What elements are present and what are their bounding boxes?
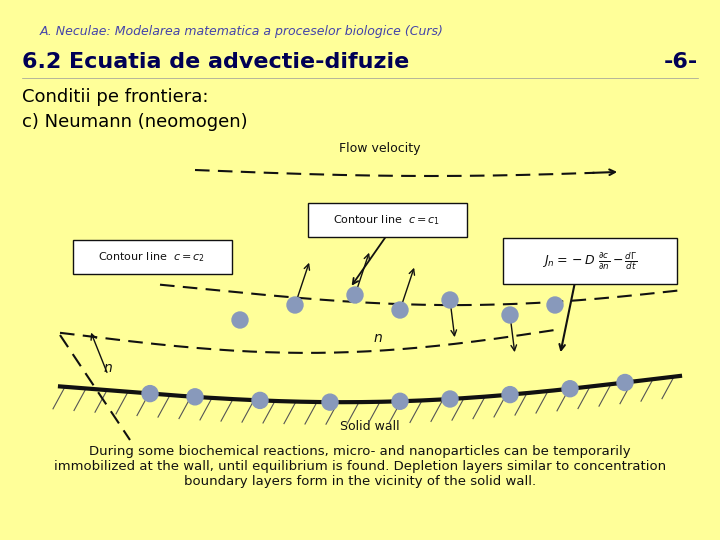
Circle shape: [232, 312, 248, 328]
Text: $J_n = -D\ \frac{\partial c}{\partial n} - \frac{d\Gamma}{dt}$: $J_n = -D\ \frac{\partial c}{\partial n}…: [542, 250, 638, 272]
Circle shape: [617, 375, 633, 390]
Circle shape: [562, 381, 578, 397]
Text: Contour line  $c = c_1$: Contour line $c = c_1$: [333, 213, 441, 227]
Text: During some biochemical reactions, micro- and nanoparticles can be temporarily
i: During some biochemical reactions, micro…: [54, 445, 666, 488]
Circle shape: [252, 393, 268, 408]
Text: 6.2 Ecuatia de advectie-difuzie: 6.2 Ecuatia de advectie-difuzie: [22, 52, 409, 72]
Circle shape: [502, 387, 518, 403]
Circle shape: [392, 393, 408, 409]
Circle shape: [287, 297, 303, 313]
Circle shape: [322, 394, 338, 410]
FancyBboxPatch shape: [308, 203, 467, 237]
Text: Flow velocity: Flow velocity: [339, 142, 420, 155]
Circle shape: [442, 292, 458, 308]
Circle shape: [187, 389, 203, 405]
Circle shape: [392, 302, 408, 318]
Text: Contour line  $c = c_2$: Contour line $c = c_2$: [99, 250, 206, 264]
Text: n: n: [104, 361, 112, 375]
FancyBboxPatch shape: [73, 240, 232, 274]
Circle shape: [547, 297, 563, 313]
Text: A. Neculae: Modelarea matematica a proceselor biologice (Curs): A. Neculae: Modelarea matematica a proce…: [40, 25, 444, 38]
FancyBboxPatch shape: [503, 238, 677, 284]
Circle shape: [347, 287, 363, 303]
Text: -6-: -6-: [664, 52, 698, 72]
Text: Solid wall: Solid wall: [340, 420, 400, 433]
Text: n: n: [374, 331, 382, 345]
Text: Conditii pe frontiera:: Conditii pe frontiera:: [22, 88, 209, 106]
Circle shape: [502, 307, 518, 323]
Circle shape: [442, 391, 458, 407]
Text: c) Neumann (neomogen): c) Neumann (neomogen): [22, 113, 248, 131]
Circle shape: [142, 386, 158, 402]
